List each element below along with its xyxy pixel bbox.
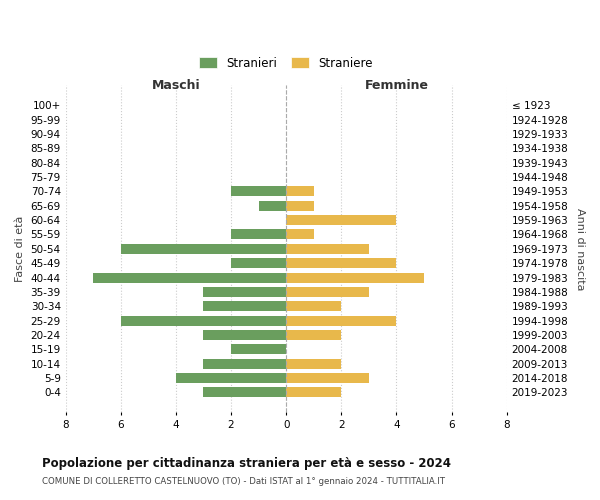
Bar	[286, 186, 314, 196]
Text: COMUNE DI COLLERETTO CASTELNUOVO (TO) - Dati ISTAT al 1° gennaio 2024 - TUTTITAL: COMUNE DI COLLERETTO CASTELNUOVO (TO) - …	[42, 478, 445, 486]
Bar	[121, 316, 286, 326]
Y-axis label: Fasce di età: Fasce di età	[15, 216, 25, 282]
Text: Maschi: Maschi	[152, 80, 200, 92]
Bar	[286, 215, 397, 225]
Bar	[93, 272, 286, 282]
Bar	[121, 244, 286, 254]
Bar	[286, 330, 341, 340]
Bar	[286, 373, 369, 383]
Bar	[176, 373, 286, 383]
Bar	[231, 344, 286, 354]
Y-axis label: Anni di nascita: Anni di nascita	[575, 208, 585, 290]
Legend: Stranieri, Straniere: Stranieri, Straniere	[194, 52, 378, 74]
Bar	[203, 388, 286, 398]
Bar	[203, 302, 286, 312]
Bar	[203, 330, 286, 340]
Bar	[286, 358, 341, 369]
Bar	[286, 287, 369, 297]
Bar	[203, 287, 286, 297]
Bar	[259, 200, 286, 211]
Bar	[231, 186, 286, 196]
Bar	[286, 302, 341, 312]
Text: Popolazione per cittadinanza straniera per età e sesso - 2024: Popolazione per cittadinanza straniera p…	[42, 458, 451, 470]
Bar	[286, 230, 314, 239]
Bar	[203, 358, 286, 369]
Bar	[231, 258, 286, 268]
Bar	[286, 244, 369, 254]
Bar	[286, 388, 341, 398]
Bar	[286, 258, 397, 268]
Bar	[286, 200, 314, 211]
Bar	[286, 316, 397, 326]
Bar	[286, 272, 424, 282]
Text: Femmine: Femmine	[364, 80, 428, 92]
Bar	[231, 230, 286, 239]
